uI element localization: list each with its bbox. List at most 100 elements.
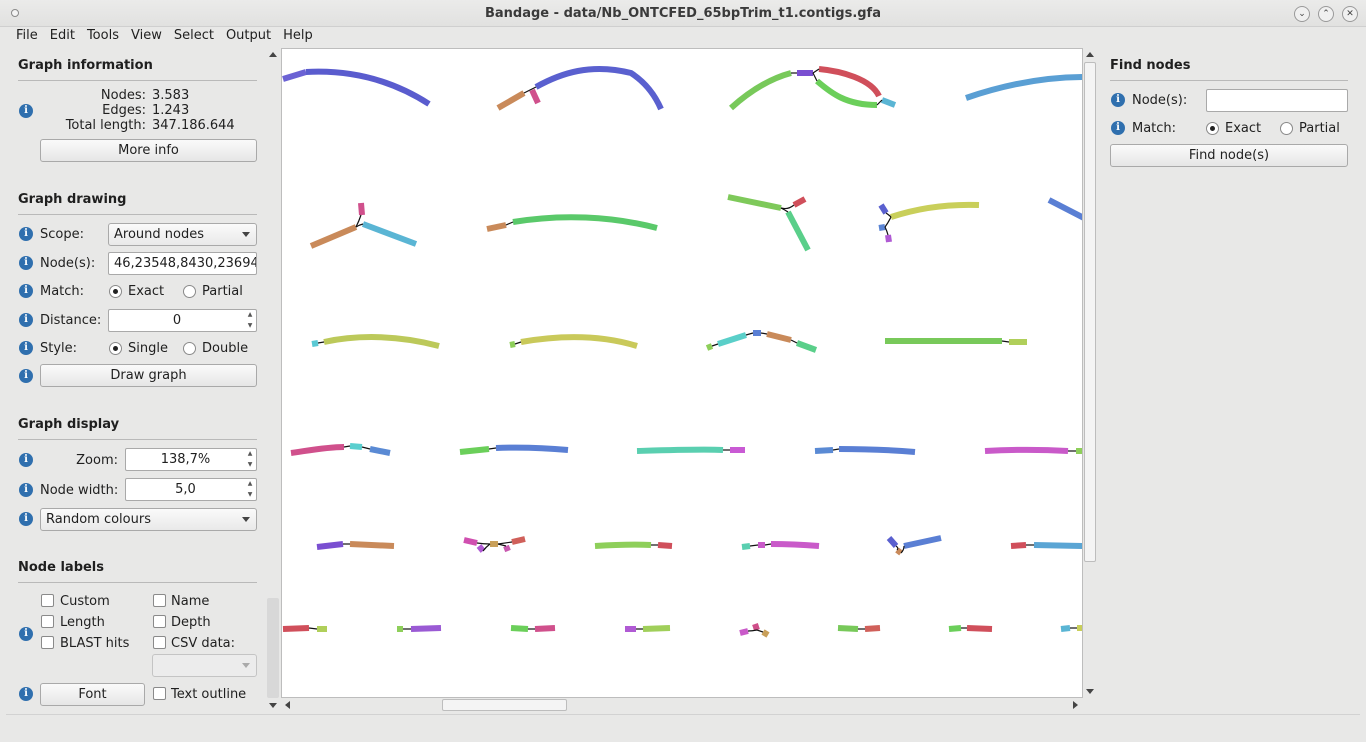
close-icon: ✕ <box>1346 9 1354 19</box>
text-outline-checkbox[interactable] <box>153 687 166 700</box>
menu-output[interactable]: Output <box>225 28 272 43</box>
info-icon[interactable]: i <box>1111 93 1125 107</box>
csv-data-checkbox[interactable] <box>153 636 166 649</box>
menu-view[interactable]: View <box>130 28 162 43</box>
info-icon[interactable]: i <box>19 512 33 526</box>
graph-display-title: Graph display <box>18 417 120 432</box>
scroll-left-icon[interactable] <box>285 701 290 709</box>
info-icon[interactable]: i <box>19 627 33 641</box>
info-icon[interactable]: i <box>19 284 33 298</box>
scroll-up-icon[interactable] <box>269 52 277 57</box>
colour-scheme-select[interactable]: Random colours <box>40 508 257 531</box>
nodes-input[interactable]: 46,23548,8430,23694 <box>108 252 257 275</box>
info-icon[interactable]: i <box>19 687 33 701</box>
window-menu-icon[interactable] <box>11 9 19 17</box>
info-icon[interactable]: i <box>19 341 33 355</box>
increment-icon[interactable]: ▲ <box>247 480 253 487</box>
zoom-label: Zoom: <box>76 453 118 468</box>
info-icon[interactable]: i <box>1111 121 1125 135</box>
info-icon[interactable]: i <box>19 313 33 327</box>
divider <box>18 214 257 215</box>
chevron-down-icon <box>242 517 250 522</box>
find-match-exact-label: Exact <box>1225 121 1262 136</box>
edges-count-label: Edges: <box>102 103 146 118</box>
decrement-icon[interactable]: ▼ <box>247 491 253 498</box>
style-double-radio[interactable] <box>183 342 196 355</box>
info-icon[interactable]: i <box>19 104 33 118</box>
scroll-down-icon[interactable] <box>269 703 277 708</box>
zoom-spinbox[interactable]: 138,7% ▲ ▼ <box>125 448 257 471</box>
find-nodes-label: Node(s): <box>1132 93 1188 108</box>
menu-tools[interactable]: Tools <box>86 28 119 43</box>
more-info-button[interactable]: More info <box>40 139 257 162</box>
menu-help[interactable]: Help <box>283 28 313 43</box>
name-checkbox[interactable] <box>153 594 166 607</box>
info-icon[interactable]: i <box>19 453 33 467</box>
length-checkbox[interactable] <box>41 615 54 628</box>
menu-edit[interactable]: Edit <box>49 28 75 43</box>
node-labels-title: Node labels <box>18 560 105 575</box>
scrollbar-thumb[interactable] <box>442 699 567 711</box>
total-length-label: Total length: <box>65 118 146 133</box>
graph-drawing[interactable] <box>282 49 1083 698</box>
title-bar: Bandage - data/Nb_ONTCFED_65bpTrim_t1.co… <box>0 0 1366 27</box>
text-outline-label: Text outline <box>171 687 247 702</box>
find-match-partial-radio[interactable] <box>1280 122 1293 135</box>
find-nodes-input[interactable] <box>1206 89 1348 112</box>
name-label: Name <box>171 594 210 609</box>
distance-spinbox[interactable]: 0 ▲ ▼ <box>108 309 257 332</box>
graph-canvas[interactable] <box>281 48 1083 698</box>
find-match-exact-radio[interactable] <box>1206 122 1219 135</box>
decrement-icon[interactable]: ▼ <box>247 461 253 468</box>
custom-checkbox[interactable] <box>41 594 54 607</box>
close-button[interactable]: ✕ <box>1342 6 1358 22</box>
decrement-icon[interactable]: ▼ <box>247 322 253 329</box>
info-icon[interactable]: i <box>19 483 33 497</box>
scrollbar-thumb[interactable] <box>267 598 279 698</box>
increment-icon[interactable]: ▲ <box>247 311 253 318</box>
scrollbar-thumb[interactable] <box>1084 62 1096 562</box>
info-icon[interactable]: i <box>19 369 33 383</box>
distance-value: 0 <box>172 313 182 328</box>
font-button[interactable]: Font <box>40 683 145 706</box>
graph-vertical-scrollbar[interactable] <box>1083 48 1097 698</box>
edges-count-value: 1.243 <box>152 103 190 118</box>
left-control-panel: Graph information i Nodes: 3.583 Edges: … <box>6 48 266 713</box>
divider <box>18 439 257 440</box>
match-exact-radio[interactable] <box>109 285 122 298</box>
menu-select[interactable]: Select <box>173 28 214 43</box>
maximize-button[interactable]: ⌃ <box>1318 6 1334 22</box>
increment-icon[interactable]: ▲ <box>247 450 253 457</box>
info-icon[interactable]: i <box>19 227 33 241</box>
match-partial-radio[interactable] <box>183 285 196 298</box>
draw-graph-button[interactable]: Draw graph <box>40 364 257 387</box>
info-icon[interactable]: i <box>19 256 33 270</box>
length-label: Length <box>60 615 105 630</box>
nodes-count-label: Nodes: <box>100 88 146 103</box>
custom-label: Custom <box>60 594 110 609</box>
style-single-radio[interactable] <box>109 342 122 355</box>
divider <box>18 80 257 81</box>
style-single-label: Single <box>128 341 168 356</box>
csv-column-select <box>152 654 257 677</box>
graph-information-title: Graph information <box>18 58 153 73</box>
distance-label: Distance: <box>40 313 102 328</box>
depth-checkbox[interactable] <box>153 615 166 628</box>
scroll-down-icon[interactable] <box>1086 689 1094 694</box>
chevron-down-icon <box>242 663 250 668</box>
graph-horizontal-scrollbar[interactable] <box>281 698 1083 712</box>
left-panel-scrollbar[interactable] <box>266 48 280 713</box>
node-width-value: 5,0 <box>175 482 196 497</box>
find-nodes-title: Find nodes <box>1110 58 1191 73</box>
scope-value: Around nodes <box>114 227 204 242</box>
menu-file[interactable]: File <box>16 28 38 43</box>
zoom-value: 138,7% <box>160 452 211 467</box>
node-width-spinbox[interactable]: 5,0 ▲ ▼ <box>125 478 257 501</box>
minimize-button[interactable]: ⌄ <box>1294 6 1310 22</box>
scope-select[interactable]: Around nodes <box>108 223 257 246</box>
scroll-right-icon[interactable] <box>1073 701 1078 709</box>
blast-hits-checkbox[interactable] <box>41 636 54 649</box>
scroll-up-icon[interactable] <box>1086 52 1094 57</box>
find-match-partial-label: Partial <box>1299 121 1340 136</box>
find-nodes-button[interactable]: Find node(s) <box>1110 144 1348 167</box>
